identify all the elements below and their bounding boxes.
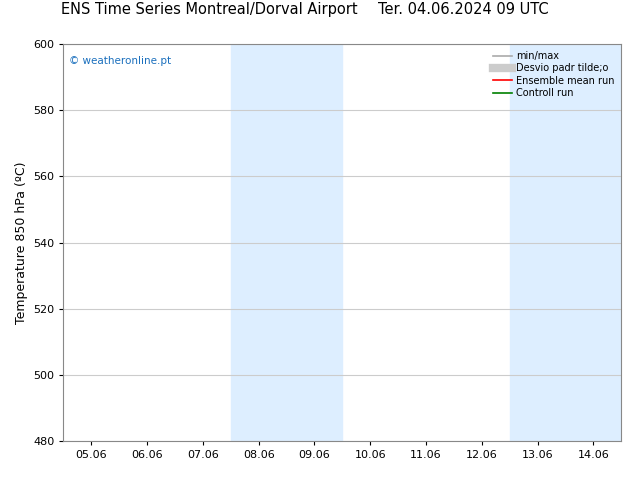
Text: © weatheronline.pt: © weatheronline.pt — [69, 56, 171, 66]
Y-axis label: Temperature 850 hPa (ºC): Temperature 850 hPa (ºC) — [15, 161, 27, 324]
Bar — [231, 44, 342, 441]
Text: ENS Time Series Montreal/Dorval Airport: ENS Time Series Montreal/Dorval Airport — [61, 2, 358, 17]
Legend: min/max, Desvio padr tilde;o, Ensemble mean run, Controll run: min/max, Desvio padr tilde;o, Ensemble m… — [491, 49, 616, 100]
Text: Ter. 04.06.2024 09 UTC: Ter. 04.06.2024 09 UTC — [377, 2, 548, 17]
Bar — [510, 44, 621, 441]
